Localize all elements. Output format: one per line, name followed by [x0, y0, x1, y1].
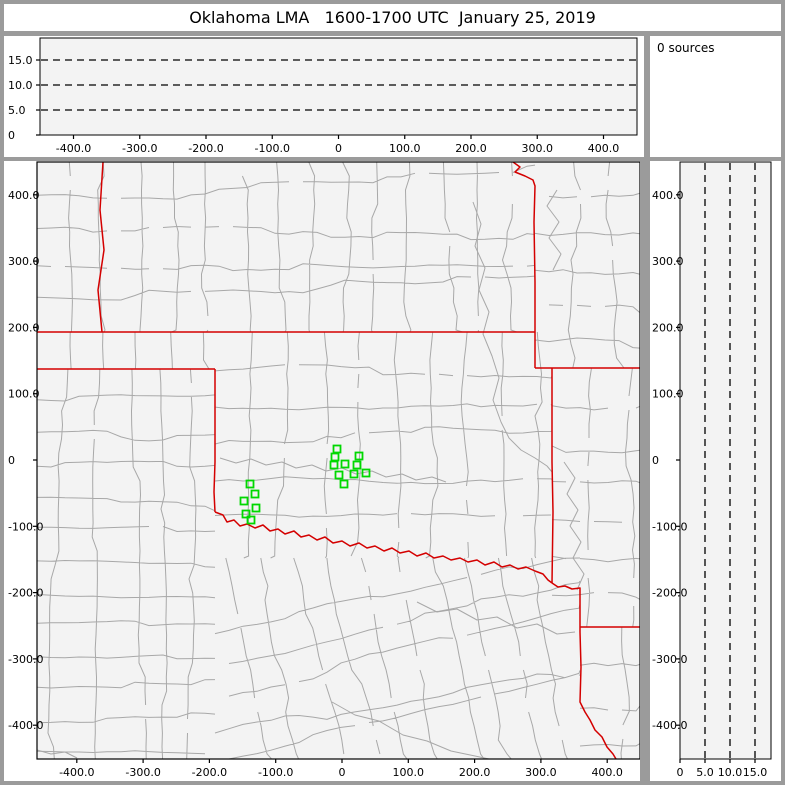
plan-view-map: 400.0 300.0 200.0 100.0 0 -100.0 -200.0 -300.0 -…: [8, 161, 640, 779]
x-tick-label: 5.0: [696, 766, 714, 779]
y-tick-label: 0: [8, 129, 15, 142]
lma-station-marker: [349, 469, 359, 479]
lma-station-marker: [354, 451, 364, 461]
source-count-panel: 0 sources: [650, 36, 781, 157]
plan-view-map-panel: 400.0 300.0 200.0 100.0 0 -100.0 -200.0 -300.0 -…: [4, 161, 640, 781]
y-tick-label: 100.0: [652, 388, 684, 401]
lma-station-marker: [339, 479, 349, 489]
y-tick-label: 10.0: [8, 79, 33, 92]
lma-station-marker: [250, 489, 260, 499]
lma-station-marker: [332, 444, 342, 454]
lma-station-marker: [245, 479, 255, 489]
lma-station-marker: [334, 470, 344, 480]
lma-station-marker: [251, 503, 261, 513]
map-layers: [37, 162, 640, 759]
x-tick-label: -300.0: [125, 766, 160, 779]
x-tick-label: -400.0: [56, 142, 91, 155]
state-border: [213, 369, 216, 513]
x-tick-label: -400.0: [59, 766, 94, 779]
y-tick-label: -400.0: [652, 719, 687, 732]
river-line: [563, 461, 585, 591]
y-tick-label: 400.0: [8, 189, 40, 202]
x-tick-label: 0: [335, 142, 342, 155]
x-tick-label: -100.0: [255, 142, 290, 155]
x-tick-label: 400.0: [591, 766, 623, 779]
y-tick-label: 5.0: [8, 104, 26, 117]
river-line: [472, 201, 553, 473]
x-tick-label: 200.0: [459, 766, 491, 779]
page-title: Oklahoma LMA 1600-1700 UTC January 25, 2…: [189, 8, 596, 27]
y-tick-label: -300.0: [8, 653, 43, 666]
state-border: [512, 162, 536, 368]
x-tick-label: -200.0: [192, 766, 227, 779]
altitude-east-west-panel: 15.0 10.0 5.0 0 -400.0 -300.0 -200.0 -100.0 0 100…: [4, 36, 644, 157]
y-tick-label: 400.0: [652, 189, 684, 202]
y-tick-label: 15.0: [8, 54, 33, 67]
county-boundaries: [37, 162, 640, 759]
x-tick-label: 100.0: [389, 142, 421, 155]
y-tick-label: 0: [8, 454, 15, 467]
x-tick-label: 300.0: [525, 766, 557, 779]
source-count-label: 0 sources: [657, 41, 715, 55]
y-tick-label: -300.0: [652, 653, 687, 666]
river-line: [331, 701, 490, 759]
y-tick-label: -200.0: [652, 587, 687, 600]
state-border: [97, 162, 105, 333]
y-tick-label: 300.0: [8, 255, 40, 268]
x-tick-label: 0: [677, 766, 684, 779]
y-tick-label: -100.0: [8, 520, 43, 533]
altitude-east-west-plot: 15.0 10.0 5.0 0 -400.0 -300.0 -200.0 -100.0 0 100…: [8, 37, 638, 155]
y-tick-label: 0: [652, 454, 659, 467]
altitude-north-south-plot: 400.0 300.0 200.0 100.0 0 -100.0 -200.0 -300.0 -…: [652, 161, 772, 779]
river-line: [37, 749, 78, 759]
lma-station-marker: [330, 452, 340, 462]
y-tick-label: -100.0: [652, 520, 687, 533]
lma-station-marker: [241, 509, 251, 519]
y-tick-label: -400.0: [8, 719, 43, 732]
y-tick-label: 200.0: [8, 321, 40, 334]
state-border: [551, 582, 617, 759]
x-tick-label: 300.0: [522, 142, 554, 155]
altitude-north-south-panel: 400.0 300.0 200.0 100.0 0 -100.0 -200.0 -300.0 -…: [650, 161, 781, 781]
x-tick-label: 10.0: [718, 766, 743, 779]
x-tick-label: 200.0: [455, 142, 487, 155]
x-tick-label: -300.0: [122, 142, 157, 155]
lma-station-marker: [352, 460, 362, 470]
lma-station-marker: [239, 496, 249, 506]
river-line: [546, 189, 562, 271]
state-border: [214, 511, 553, 584]
plot-area: [40, 38, 637, 135]
lma-station-marker: [340, 459, 350, 469]
state-border: [551, 368, 554, 584]
lma-station-marker: [329, 460, 339, 470]
y-tick-label: 200.0: [652, 321, 684, 334]
title-bar: Oklahoma LMA 1600-1700 UTC January 25, 2…: [4, 4, 781, 31]
river-line: [416, 601, 576, 635]
x-tick-label: -100.0: [258, 766, 293, 779]
y-tick-label: 300.0: [652, 255, 684, 268]
x-tick-label: 15.0: [743, 766, 768, 779]
x-tick-label: 400.0: [588, 142, 620, 155]
y-tick-label: 100.0: [8, 388, 40, 401]
plot-area: [680, 162, 771, 759]
y-tick-label: -200.0: [8, 587, 43, 600]
x-tick-label: 0: [339, 766, 346, 779]
river-line: [219, 457, 447, 483]
lma-station-marker: [361, 468, 371, 478]
x-tick-label: -200.0: [188, 142, 223, 155]
x-tick-label: 100.0: [393, 766, 425, 779]
lma-station-marker: [246, 515, 256, 525]
